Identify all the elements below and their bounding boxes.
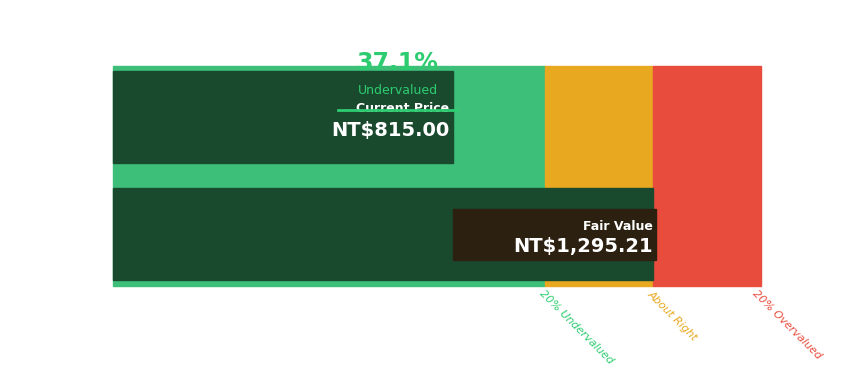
Text: 20% Undervalued: 20% Undervalued xyxy=(537,288,614,366)
Bar xyxy=(544,66,652,285)
Text: 37.1%: 37.1% xyxy=(356,51,438,76)
Text: 20% Overvalued: 20% Overvalued xyxy=(750,288,822,361)
Bar xyxy=(452,209,655,260)
Text: Fair Value: Fair Value xyxy=(582,220,652,233)
Bar xyxy=(113,66,544,285)
Bar xyxy=(113,188,652,280)
Text: About Right: About Right xyxy=(645,288,698,342)
Text: NT$815.00: NT$815.00 xyxy=(331,121,449,140)
Text: Undervalued: Undervalued xyxy=(357,84,437,97)
Text: Current Price: Current Price xyxy=(356,102,449,115)
Bar xyxy=(113,71,452,163)
Text: NT$1,295.21: NT$1,295.21 xyxy=(512,237,652,256)
Bar xyxy=(652,66,760,285)
